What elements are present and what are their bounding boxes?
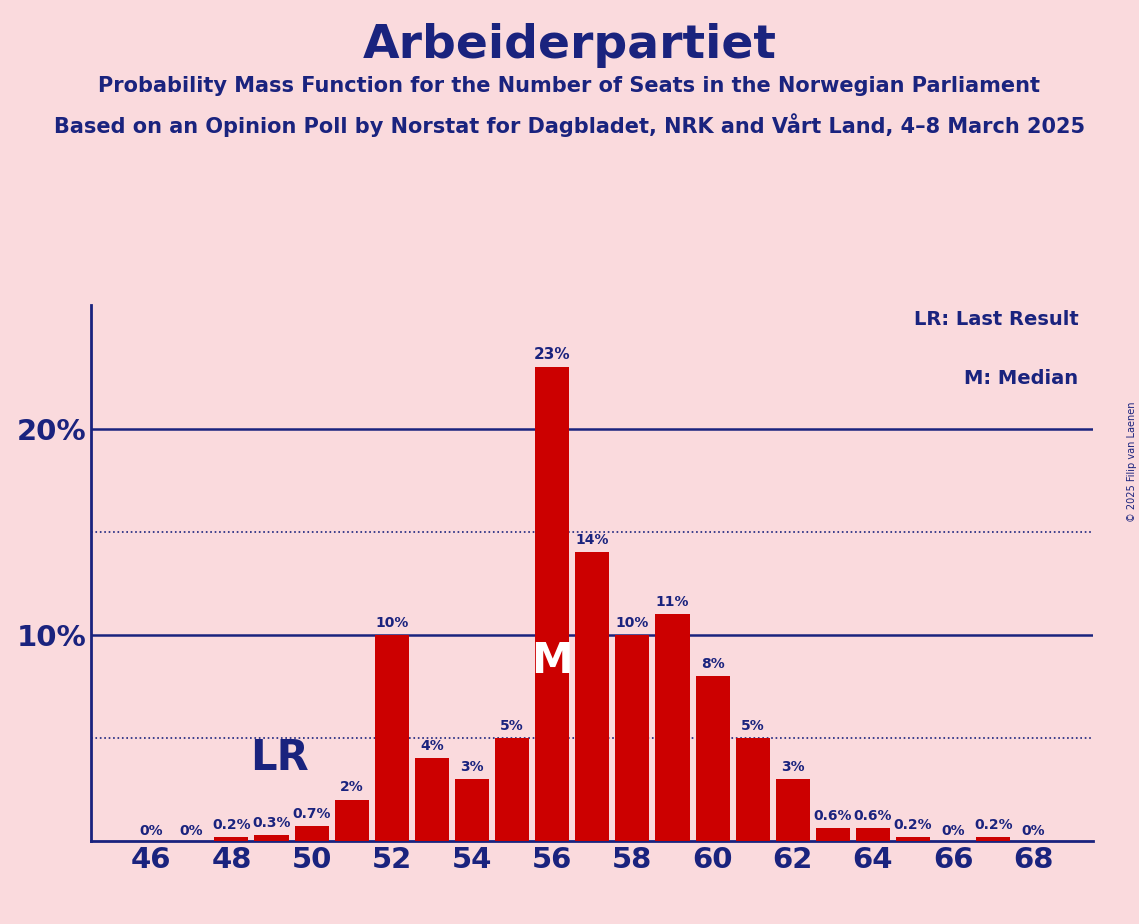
Bar [254, 834, 288, 841]
Bar [495, 737, 530, 841]
Bar [655, 614, 689, 841]
Text: Probability Mass Function for the Number of Seats in the Norwegian Parliament: Probability Mass Function for the Number… [98, 76, 1041, 96]
Text: 0%: 0% [941, 824, 965, 838]
Text: 0.7%: 0.7% [293, 808, 331, 821]
Text: 5%: 5% [740, 719, 764, 733]
Text: LR: Last Result: LR: Last Result [913, 310, 1079, 329]
Text: 3%: 3% [781, 760, 804, 774]
Text: 11%: 11% [656, 595, 689, 609]
Bar [976, 837, 1010, 841]
Text: 0.2%: 0.2% [974, 818, 1013, 832]
Text: 0.6%: 0.6% [853, 809, 892, 823]
Bar [615, 635, 649, 841]
Bar [375, 635, 409, 841]
Text: 0.6%: 0.6% [813, 809, 852, 823]
Bar [776, 779, 810, 841]
Text: 23%: 23% [534, 346, 571, 361]
Bar [535, 367, 570, 841]
Text: LR: LR [251, 737, 309, 779]
Text: 10%: 10% [375, 615, 409, 629]
Text: 14%: 14% [575, 533, 609, 547]
Text: 10%: 10% [616, 615, 649, 629]
Text: Arbeiderpartiet: Arbeiderpartiet [362, 23, 777, 68]
Text: 3%: 3% [460, 760, 484, 774]
Text: 2%: 2% [339, 781, 363, 795]
Text: M: M [532, 639, 573, 682]
Bar [696, 676, 730, 841]
Text: 0%: 0% [1022, 824, 1046, 838]
Bar [855, 829, 890, 841]
Bar [295, 826, 329, 841]
Bar [454, 779, 489, 841]
Text: 0.2%: 0.2% [894, 818, 933, 832]
Text: Based on an Opinion Poll by Norstat for Dagbladet, NRK and Vårt Land, 4–8 March : Based on an Opinion Poll by Norstat for … [54, 113, 1085, 137]
Text: 8%: 8% [700, 657, 724, 671]
Bar [335, 799, 369, 841]
Bar [816, 829, 850, 841]
Bar [736, 737, 770, 841]
Text: 4%: 4% [420, 739, 444, 753]
Text: 0%: 0% [139, 824, 163, 838]
Bar [214, 837, 248, 841]
Bar [896, 837, 931, 841]
Text: 0.3%: 0.3% [252, 816, 290, 830]
Text: 5%: 5% [500, 719, 524, 733]
Bar [415, 759, 449, 841]
Text: M: Median: M: Median [965, 370, 1079, 388]
Text: 0%: 0% [180, 824, 203, 838]
Text: 0.2%: 0.2% [212, 818, 251, 832]
Text: © 2025 Filip van Laenen: © 2025 Filip van Laenen [1126, 402, 1137, 522]
Bar [575, 553, 609, 841]
